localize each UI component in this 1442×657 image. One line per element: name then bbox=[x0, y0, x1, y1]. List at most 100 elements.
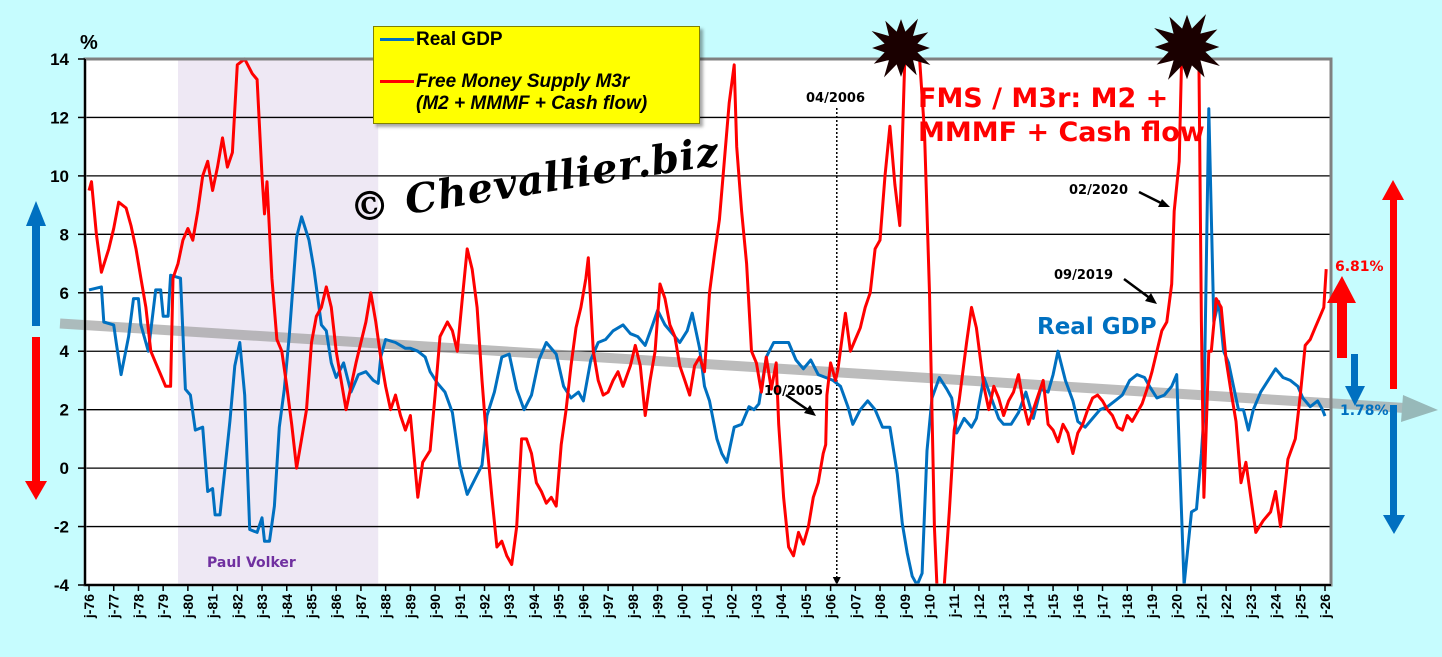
gdp-trendline bbox=[59, 318, 1406, 413]
x-tick-label: j-90 bbox=[427, 594, 443, 619]
y-tick-label: -2 bbox=[54, 518, 69, 537]
x-tick-label: j-00 bbox=[674, 594, 690, 619]
x-tick-label: j-86 bbox=[328, 594, 344, 619]
x-tick-label: j-14 bbox=[1020, 594, 1036, 619]
x-tick-label: j-78 bbox=[130, 594, 146, 619]
x-tick-label: j-92 bbox=[477, 594, 493, 619]
x-tick-label: j-76 bbox=[81, 594, 97, 619]
annotation-10-2005: 10/2005 bbox=[764, 384, 824, 399]
x-tick-label: j-07 bbox=[847, 594, 863, 619]
x-tick-label: j-88 bbox=[378, 594, 394, 619]
x-tick-label: j-91 bbox=[452, 594, 468, 619]
y-tick-label: 10 bbox=[50, 167, 69, 186]
x-tick-label: j-06 bbox=[823, 594, 839, 619]
y-tick-label: 8 bbox=[60, 225, 69, 244]
y-ticks: -4 -2 0 2 4 6 8 10 12 14 bbox=[50, 50, 85, 595]
x-tick-label: j-18 bbox=[1119, 594, 1135, 619]
x-tick-label: j-98 bbox=[625, 594, 641, 619]
x-tick-label: j-04 bbox=[773, 594, 789, 619]
volker-label: Paul Volker bbox=[207, 555, 296, 571]
right-blue-down-arrow-icon bbox=[1345, 354, 1365, 406]
x-tick-label: j-05 bbox=[798, 594, 814, 619]
legend-label-fms-line1: Free Money Supply M3r bbox=[416, 71, 630, 92]
x-tick-label: j-02 bbox=[724, 594, 740, 619]
x-tick-label: j-96 bbox=[575, 594, 591, 619]
fms-title-annotation: FMS / M3r: M2 + MMMF + Cash flow bbox=[918, 82, 1205, 150]
series-real-gdp-line bbox=[88, 107, 1327, 587]
x-tick-label: j-03 bbox=[748, 594, 764, 619]
x-tick-label: j-17 bbox=[1095, 594, 1111, 619]
y-tick-label: 0 bbox=[60, 459, 69, 478]
volker-shaded-region bbox=[177, 59, 379, 585]
x-tick-label: j-12 bbox=[971, 594, 987, 619]
y-tick-label: 14 bbox=[50, 50, 69, 69]
x-tick-label: j-20 bbox=[1169, 594, 1185, 619]
legend: Real GDP Free Money Supply M3r (M2 + MMM… bbox=[373, 26, 700, 124]
x-tick-label: j-99 bbox=[650, 594, 666, 619]
explosion-icon bbox=[1154, 14, 1220, 80]
series-fms-m3r-line bbox=[87, 49, 1328, 587]
legend-label-fms-line2: (M2 + MMMF + Cash flow) bbox=[416, 93, 648, 114]
legend-swatch-gdp bbox=[380, 38, 414, 41]
x-tick-label: j-23 bbox=[1243, 594, 1259, 619]
left-blue-up-arrow-icon bbox=[26, 201, 46, 326]
y-tick-label: 12 bbox=[50, 108, 69, 127]
y-tick-label: -4 bbox=[54, 576, 70, 595]
x-tick-label: j-09 bbox=[897, 594, 913, 619]
right-red-thick-up-arrow-icon bbox=[1327, 276, 1356, 358]
x-tick-label: j-87 bbox=[353, 594, 369, 619]
legend-item-real-gdp: Real GDP bbox=[380, 29, 503, 51]
vline-arrowhead-icon bbox=[832, 577, 841, 585]
left-red-down-arrow-icon bbox=[25, 337, 47, 500]
gdp-series-annotation: Real GDP bbox=[1037, 314, 1157, 340]
x-tick-label: j-79 bbox=[155, 594, 171, 619]
x-tick-label: j-77 bbox=[106, 594, 122, 619]
x-tick-label: j-01 bbox=[699, 594, 715, 619]
x-tick-label: j-13 bbox=[996, 594, 1012, 619]
arrow-10-2005 bbox=[785, 393, 816, 416]
fms-title-line2: MMMF + Cash flow bbox=[918, 117, 1205, 148]
annotation-04-2006: 04/2006 bbox=[806, 91, 866, 106]
fms-title-line1: FMS / M3r: M2 + bbox=[918, 83, 1169, 114]
x-tick-label: j-22 bbox=[1218, 594, 1234, 619]
legend-label-gdp: Real GDP bbox=[416, 29, 503, 50]
x-tick-label: j-84 bbox=[279, 594, 295, 619]
legend-item-fms: Free Money Supply M3r (M2 + MMMF + Cash … bbox=[380, 71, 647, 115]
x-tick-label: j-10 bbox=[921, 594, 937, 619]
y-axis-label: % bbox=[80, 32, 98, 54]
arrow-02-2020 bbox=[1138, 190, 1170, 207]
annotation-02-2020: 02/2020 bbox=[1069, 183, 1129, 198]
x-tick-label: j-95 bbox=[551, 594, 567, 619]
right-blue-long-down-arrow-icon bbox=[1383, 405, 1405, 534]
explosion-icon bbox=[871, 18, 931, 78]
x-tick-label: j-15 bbox=[1045, 594, 1061, 619]
y-tick-label: 4 bbox=[60, 342, 70, 361]
last-fms-value: 6.81% bbox=[1335, 259, 1384, 275]
x-tick-label: j-93 bbox=[501, 594, 517, 619]
x-tick-label: j-82 bbox=[229, 594, 245, 619]
legend-label-fms-group: Free Money Supply M3r (M2 + MMMF + Cash … bbox=[416, 71, 647, 115]
x-tick-label: j-19 bbox=[1144, 594, 1160, 619]
arrow-09-2019 bbox=[1123, 277, 1157, 304]
last-gdp-value: 1.78% bbox=[1340, 403, 1389, 419]
x-tick-label: j-85 bbox=[303, 594, 319, 619]
legend-swatch-fms bbox=[380, 80, 414, 83]
x-ticks: j-76 j-77 j-78 j-79 j-80 j-81 j-82 j-83 j-84 j-85… bbox=[81, 585, 1333, 619]
x-tick-label: j-11 bbox=[946, 594, 962, 619]
x-tick-label: j-94 bbox=[526, 594, 542, 619]
x-tick-label: j-25 bbox=[1292, 594, 1308, 619]
x-tick-label: j-08 bbox=[872, 594, 888, 619]
x-tick-label: j-80 bbox=[180, 594, 196, 619]
x-tick-label: j-16 bbox=[1070, 594, 1086, 619]
x-tick-label: j-26 bbox=[1317, 594, 1333, 619]
right-red-long-up-arrow-icon bbox=[1382, 180, 1404, 389]
x-tick-label: j-21 bbox=[1193, 594, 1209, 619]
x-tick-label: j-97 bbox=[600, 594, 616, 619]
x-tick-label: j-83 bbox=[254, 594, 270, 619]
x-tick-label: j-89 bbox=[402, 594, 418, 619]
y-tick-label: 6 bbox=[60, 284, 69, 303]
x-tick-label: j-81 bbox=[205, 594, 221, 619]
trendline-arrowhead-icon bbox=[1401, 394, 1438, 422]
x-tick-label: j-24 bbox=[1268, 594, 1284, 619]
